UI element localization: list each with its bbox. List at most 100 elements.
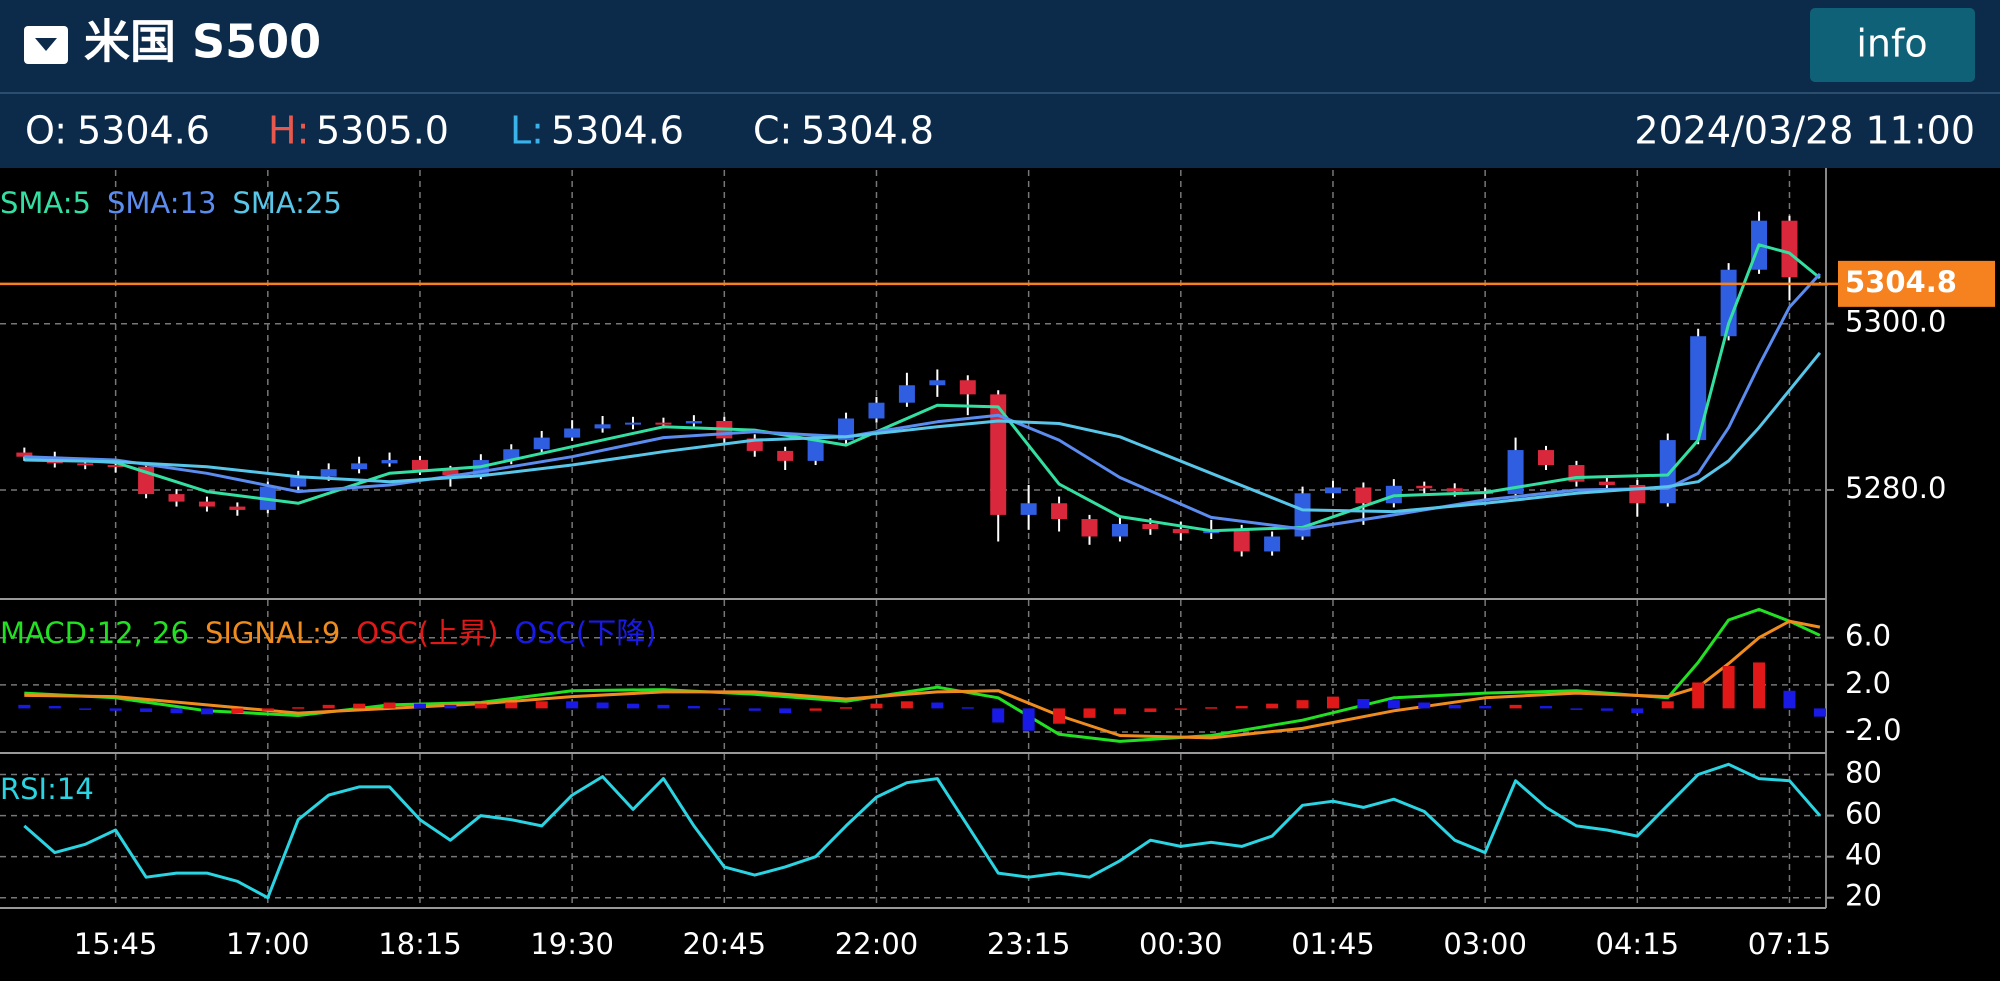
candle-body [1051,503,1068,520]
y-tick-label: 5300.0 [1845,305,1946,339]
x-tick-label: 23:15 [987,927,1071,961]
x-tick-label: 00:30 [1139,927,1223,961]
osc-bar [1174,708,1187,710]
candle-body [229,506,246,510]
candle-body [685,420,702,424]
osc-bar [1144,708,1157,712]
x-tick-label: 18:15 [378,927,462,961]
candle-body [1690,336,1707,441]
x-tick-label: 03:00 [1443,927,1527,961]
symbol-dropdown[interactable]: 米国 S500 [24,15,321,69]
osc-bar [1753,662,1766,709]
candle-body [107,465,124,468]
osc-bar [1357,698,1370,709]
y-tick-label: 80 [1845,756,1882,790]
candle-body [1081,519,1098,537]
osc-bar [1540,706,1553,709]
osc-bar [1387,700,1400,709]
osc-bar [840,707,853,709]
x-tick-label: 17:00 [226,927,310,961]
osc-bar [992,708,1005,723]
candle-body [868,402,885,419]
legend-entry: OSC(下降) [514,616,656,650]
legend-entry: SMA:5 [0,186,91,220]
ohlc-label: H: [268,109,309,153]
legend-entry: SMA:25 [232,186,341,220]
x-tick-label: 20:45 [683,927,767,961]
candle-body [655,422,672,425]
candle-body [442,470,459,476]
osc-bar [1235,706,1248,709]
candle-body [1142,524,1159,530]
current-price-tag [1838,260,1995,307]
osc-bar [1509,704,1522,709]
ohlc-value: 5305.0 [316,109,449,153]
legend-entry: SIGNAL:9 [205,616,340,650]
osc-bar [1113,708,1126,715]
y-tick-label: 20 [1845,879,1882,913]
osc-bar [779,708,792,714]
y-tick-label: 2.0 [1845,666,1891,700]
osc-bar [1570,708,1583,710]
osc-bar [1600,708,1613,711]
x-tick-label: 19:30 [530,927,614,961]
candle-body [990,394,1007,515]
candle-body [1720,269,1737,337]
osc-bar [870,703,883,709]
legend-entry: OSC(上昇) [356,616,498,650]
ohlc-value: 5304.6 [77,109,210,153]
osc-bar [474,703,487,709]
candle-body [625,422,642,425]
osc-bar [1448,704,1461,709]
info-button-label[interactable]: info [1856,22,1927,66]
osc-bar [505,702,518,709]
candle-body [1111,524,1128,537]
osc-bar [1022,708,1035,731]
osc-bar [1661,701,1674,709]
osc-bar [961,707,974,709]
candle-body [198,501,215,507]
osc-bar [1813,708,1826,717]
x-tick-label: 04:15 [1596,927,1680,961]
info-button[interactable] [1810,8,1975,82]
osc-bar [596,702,609,709]
osc-bar [322,704,335,709]
ohlc-label: L: [510,109,544,153]
x-tick-label: 07:15 [1748,927,1832,961]
osc-bar [1083,708,1096,718]
candle-body [16,452,33,457]
series-line [23,762,1822,900]
candle-body [959,380,976,395]
osc-bar [1326,696,1339,709]
osc-bar [1205,707,1218,709]
osc-bar [1053,708,1066,724]
symbol-title[interactable]: 米国 S500 [84,15,321,69]
y-tick-label: 40 [1845,838,1882,872]
osc-bar [170,708,183,714]
candle-body [411,460,428,471]
candle-body [1598,481,1615,485]
osc-bar [261,708,274,711]
osc-bar [48,706,61,709]
osc-bar [809,708,822,711]
osc-bar [1296,700,1309,709]
osc-bar [200,708,213,715]
current-price-label: 5304.8 [1845,265,1957,299]
candle-body [1446,488,1463,492]
x-tick-label: 15:45 [74,927,158,961]
candle-body [168,494,185,502]
candle-body [1355,487,1372,504]
osc-bar [931,702,944,709]
candle-body [1507,450,1524,495]
y-tick-label: 6.0 [1845,619,1891,653]
candle-body [1781,220,1798,278]
legend-entry: MACD:12, 26 [0,616,189,650]
osc-bar [1722,665,1735,709]
legend-entry: SMA:13 [107,186,216,220]
osc-bar [900,701,913,709]
osc-bar [1418,702,1431,709]
candle-body [1172,529,1189,534]
osc-bar [79,708,92,710]
osc-bar [1692,682,1705,709]
candle-body [290,476,307,487]
